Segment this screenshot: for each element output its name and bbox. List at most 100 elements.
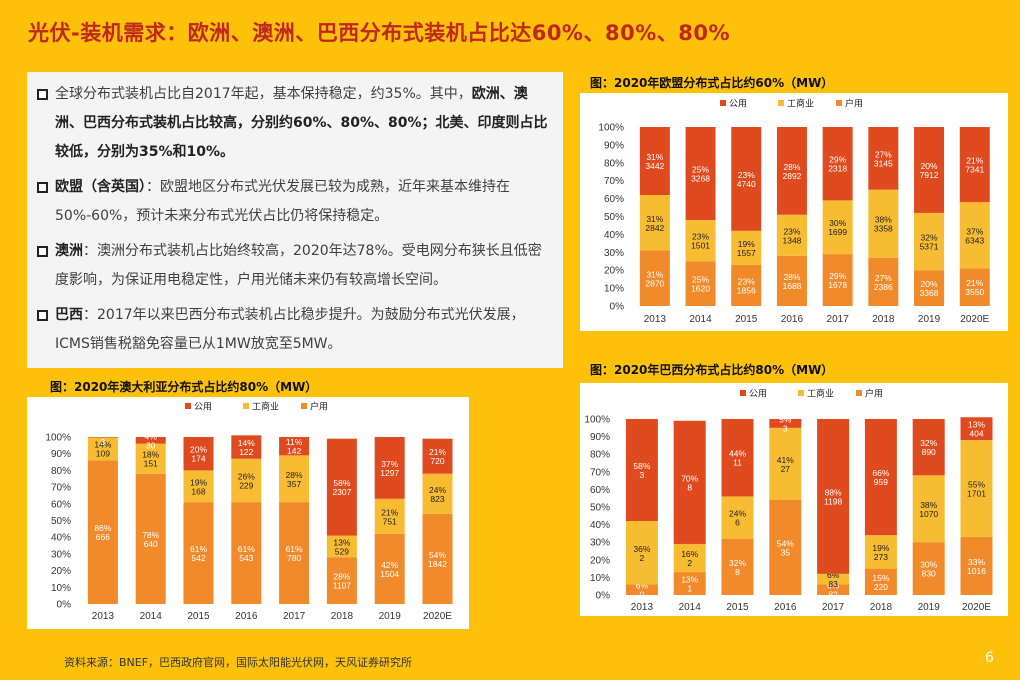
y-tick-label: 50%	[604, 212, 624, 223]
bullet-text: 全球分布式装机占比自2017年起，基本保持稳定，约35%。其中，	[55, 86, 472, 102]
legend-swatch-1	[798, 390, 804, 396]
data-label-pct: 0%	[97, 428, 110, 438]
data-label-value: 27	[781, 464, 791, 474]
bullet-bold-text: 欧洲、澳洲、巴西分布式装机占比较高，分别约60%、80%、80%；北美、印度则占…	[55, 86, 548, 160]
data-label-pct: 86%	[94, 523, 111, 533]
data-label-pct: 31%	[646, 269, 663, 279]
data-label-pct: 21%	[429, 447, 446, 457]
data-label-pct: 30%	[920, 560, 937, 570]
y-tick-label: 10%	[51, 583, 71, 594]
data-label-pct: 32%	[920, 438, 937, 448]
y-tick-label: 60%	[51, 499, 71, 510]
data-label-pct: 70%	[681, 473, 698, 483]
bar-segment	[639, 250, 670, 306]
bar-segment	[183, 437, 214, 471]
data-label-value: 2	[640, 553, 645, 563]
data-label-value: 1107	[333, 581, 352, 591]
bar-segment	[685, 220, 716, 262]
x-tick-label: 2014	[140, 611, 163, 622]
y-tick-label: 100%	[598, 123, 624, 134]
bullet-square-icon	[37, 89, 48, 100]
data-label-pct: 29%	[829, 271, 846, 281]
data-label-pct: 11%	[286, 437, 303, 447]
data-label-value: 273	[874, 552, 888, 562]
data-label-value: 2870	[645, 278, 664, 288]
bar-segment	[776, 127, 807, 215]
data-label-value: 529	[335, 546, 349, 556]
y-tick-label: 90%	[51, 449, 71, 460]
bar-segment	[960, 417, 993, 441]
data-label-value: 3268	[691, 174, 710, 184]
y-tick-label: 70%	[590, 467, 610, 478]
data-label-value: 3442	[645, 161, 664, 171]
bar-segment	[422, 513, 453, 604]
data-label-pct: 88%	[825, 487, 842, 497]
bar-segment	[822, 254, 853, 306]
legend-label-1: 工商业	[252, 401, 279, 412]
bar-segment	[912, 475, 945, 543]
x-tick-label: 2020E	[423, 611, 452, 622]
bar-segment	[135, 473, 166, 604]
data-label-pct: 54%	[429, 550, 446, 560]
bar-segment	[868, 127, 899, 190]
x-tick-label: 2015	[726, 602, 749, 613]
data-label-pct: 5%	[779, 414, 792, 424]
bar-segment	[673, 543, 706, 573]
data-label-pct: 41%	[777, 455, 794, 465]
data-label-value: 168	[191, 486, 205, 496]
bar-segment	[87, 437, 118, 438]
bar-segment	[721, 419, 754, 497]
data-label-value: 1557	[737, 248, 756, 258]
bar-segment	[374, 533, 405, 604]
data-label-value: 959	[874, 477, 888, 487]
chart-panel-eu: 公用 工商业 户用 0% 10% 20% 30% 40% 50% 60% 70% 80% 90% 100%…	[580, 93, 1008, 331]
data-label-value: 142	[287, 446, 301, 456]
x-tick-label: 2017	[283, 611, 306, 622]
y-tick-label: 40%	[51, 533, 71, 544]
bar-segment	[673, 420, 706, 544]
data-label-pct: 28%	[333, 572, 350, 582]
bar-segment	[279, 502, 310, 604]
data-label-value: 8	[687, 482, 692, 492]
data-label-pct: 61%	[190, 544, 207, 554]
x-tick-label: 2013	[644, 314, 667, 325]
data-label-pct: 19%	[872, 543, 889, 553]
data-label-pct: 27%	[875, 149, 892, 159]
data-label-pct: 13%	[681, 575, 698, 585]
x-tick-label: 2013	[92, 611, 115, 622]
bar-segment	[914, 270, 945, 306]
data-label-value: 11	[733, 458, 742, 468]
bar-segment	[769, 419, 802, 428]
bar-segment	[639, 127, 670, 196]
bar-segment	[135, 443, 166, 474]
data-label-value: 1198	[824, 496, 843, 506]
data-label-value: 2892	[782, 171, 801, 181]
data-label-value: 1504	[380, 569, 399, 579]
data-label-value: 1501	[691, 241, 710, 251]
bullet-brazil: 巴西：2017年以来巴西分布式装机占比稳步提升。为鼓励分布式光伏发展，ICMS销…	[37, 301, 553, 359]
data-label-value: 404	[969, 429, 983, 439]
data-label-value: 2842	[645, 223, 664, 233]
bar-segment	[721, 496, 754, 539]
data-label-value: 3145	[874, 158, 893, 168]
legend-swatch-1	[778, 100, 784, 106]
data-label-pct: 38%	[875, 215, 892, 225]
x-tick-label: 2018	[331, 611, 354, 622]
data-label-pct: 32%	[921, 233, 938, 243]
data-label-value: 2307	[332, 487, 351, 497]
bar-segment	[731, 264, 762, 306]
data-label-pct: 6%	[827, 581, 840, 591]
data-label-value: 720	[430, 456, 444, 466]
y-tick-label: 70%	[604, 176, 624, 187]
bar-segment	[776, 255, 807, 306]
legend-label-1: 工商业	[787, 98, 814, 109]
bar-segment	[959, 127, 990, 203]
bar-segment	[731, 127, 762, 231]
data-label-value: 122	[239, 447, 253, 457]
legend-swatch-0	[740, 390, 746, 396]
page-title: 光伏-装机需求：欧洲、澳洲、巴西分布式装机占比达60%、80%、80%	[28, 21, 731, 45]
data-label-value: 1856	[737, 285, 756, 295]
data-label-pct: 6%	[636, 581, 649, 591]
bullet-global: 全球分布式装机占比自2017年起，基本保持稳定，约35%。其中，欧洲、澳洲、巴西…	[37, 80, 553, 167]
data-label-pct: 23%	[692, 232, 709, 242]
